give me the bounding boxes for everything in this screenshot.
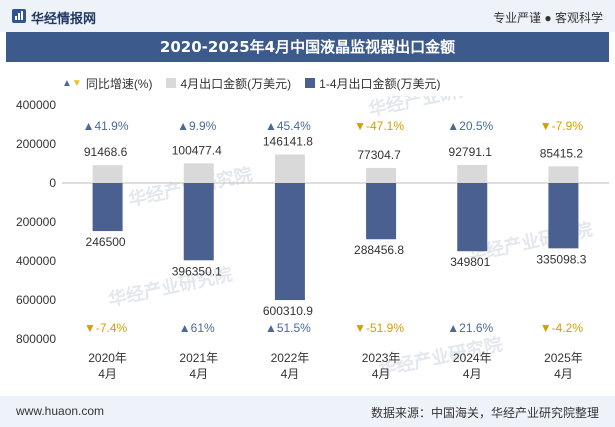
- footer: www.huaon.com 数据来源：中国海关，华经产业研究院整理: [0, 396, 615, 427]
- brand-logo-icon: [12, 9, 26, 23]
- bar-cumulative: [366, 183, 397, 240]
- y-tick-label: 800000: [16, 332, 56, 346]
- data-label-cumulative: 335098.3: [536, 252, 586, 266]
- chart-title: 2020-2025年4月中国液晶监视器出口金额: [159, 38, 456, 56]
- legend-item-cumulative: 1-4月出口金额(万美元): [305, 75, 441, 92]
- data-label-april: 77304.7: [357, 148, 401, 162]
- x-category-label: 2023年 4月: [362, 351, 401, 381]
- yoy-label-april: ▼-47.1%: [354, 119, 404, 133]
- legend-item-yoy: ▲ ▼ 同比增速(%): [62, 75, 152, 92]
- data-label-cumulative: 246500: [86, 235, 126, 249]
- x-category-label: 2022年 4月: [271, 351, 310, 381]
- y-tick-label: 200000: [16, 215, 56, 229]
- bar-april: [366, 167, 397, 183]
- yoy-label-april: ▼-7.9%: [540, 119, 584, 133]
- data-label-cumulative: 349801: [450, 255, 490, 269]
- legend-swatch-cumulative: [305, 78, 316, 88]
- yoy-label-april: ▲45.4%: [265, 119, 311, 133]
- yoy-label-cumulative: ▲61%: [179, 321, 215, 335]
- title-bar: 2020-2025年4月中国液晶监视器出口金额: [6, 32, 609, 62]
- watermark-text-1: 华经产业研究院: [366, 96, 494, 121]
- data-label-april: 92791.1: [449, 145, 493, 159]
- x-category-label: 2024年 4月: [453, 351, 492, 381]
- y-tick-label: 400000: [16, 254, 56, 268]
- footer-source: 数据来源：中国海关，华经产业研究院整理: [370, 406, 599, 420]
- bar-april: [183, 163, 214, 183]
- yoy-label-cumulative: ▲21.6%: [447, 321, 493, 335]
- yoy-label-cumulative: ▼-4.2%: [540, 321, 584, 335]
- legend-item-april: 4月出口金额(万美元): [166, 75, 291, 92]
- bar-april: [274, 154, 305, 183]
- data-label-cumulative: 600310.9: [263, 304, 313, 318]
- y-tick-label: 200000: [16, 137, 56, 151]
- bar-cumulative: [274, 183, 305, 301]
- bar-cumulative: [92, 183, 123, 232]
- legend: ▲ ▼ 同比增速(%) 4月出口金额(万美元) 1-4月出口金额(万美元): [62, 74, 455, 92]
- legend-label-cumulative: 1-4月出口金额(万美元): [319, 76, 441, 91]
- y-tick-label: 600000: [16, 293, 56, 307]
- top-bar: 华经情报网 专业严谨 ● 客观科学: [0, 0, 615, 32]
- y-tick-label: 400000: [16, 98, 56, 112]
- footer-url[interactable]: www.huaon.com: [16, 404, 105, 418]
- y-tick-label: 0: [49, 176, 56, 190]
- up-triangle-icon: ▲: [62, 77, 72, 89]
- yoy-label-april: ▲20.5%: [447, 119, 493, 133]
- bar-april: [92, 165, 123, 183]
- data-label-cumulative: 396350.1: [172, 264, 222, 278]
- chart-plot: 华经产业研究院华经产业研究院华经产业研究院华经产业研究院华经产业研究院40000…: [16, 96, 609, 381]
- x-category-label: 2020年 4月: [88, 351, 127, 381]
- legend-swatch-april: [166, 78, 177, 88]
- yoy-label-cumulative: ▼-51.9%: [354, 321, 404, 335]
- tagline: 专业严谨 ● 客观科学: [493, 11, 603, 25]
- brand-name[interactable]: 华经情报网: [31, 11, 97, 26]
- bar-cumulative: [457, 183, 488, 252]
- legend-label-yoy: 同比增速(%): [85, 76, 153, 91]
- bar-cumulative: [183, 183, 214, 261]
- legend-label-april: 4月出口金额(万美元): [180, 76, 292, 91]
- bar-cumulative: [548, 183, 579, 249]
- data-label-april: 100477.4: [172, 143, 222, 157]
- x-category-label: 2021年 4月: [179, 351, 218, 381]
- down-triangle-icon: ▼: [71, 77, 82, 89]
- yoy-label-cumulative: ▲51.5%: [265, 321, 311, 335]
- bar-april: [548, 166, 579, 183]
- x-category-label: 2025年 4月: [544, 351, 583, 381]
- yoy-label-april: ▲41.9%: [83, 119, 129, 133]
- bar-april: [457, 164, 488, 183]
- data-label-april: 91468.6: [84, 145, 128, 159]
- yoy-label-april: ▲9.9%: [177, 119, 217, 133]
- yoy-label-cumulative: ▼-7.4%: [84, 321, 128, 335]
- data-label-april: 85415.2: [540, 146, 584, 160]
- data-label-april: 146141.8: [263, 135, 313, 149]
- data-label-cumulative: 288456.8: [354, 243, 404, 257]
